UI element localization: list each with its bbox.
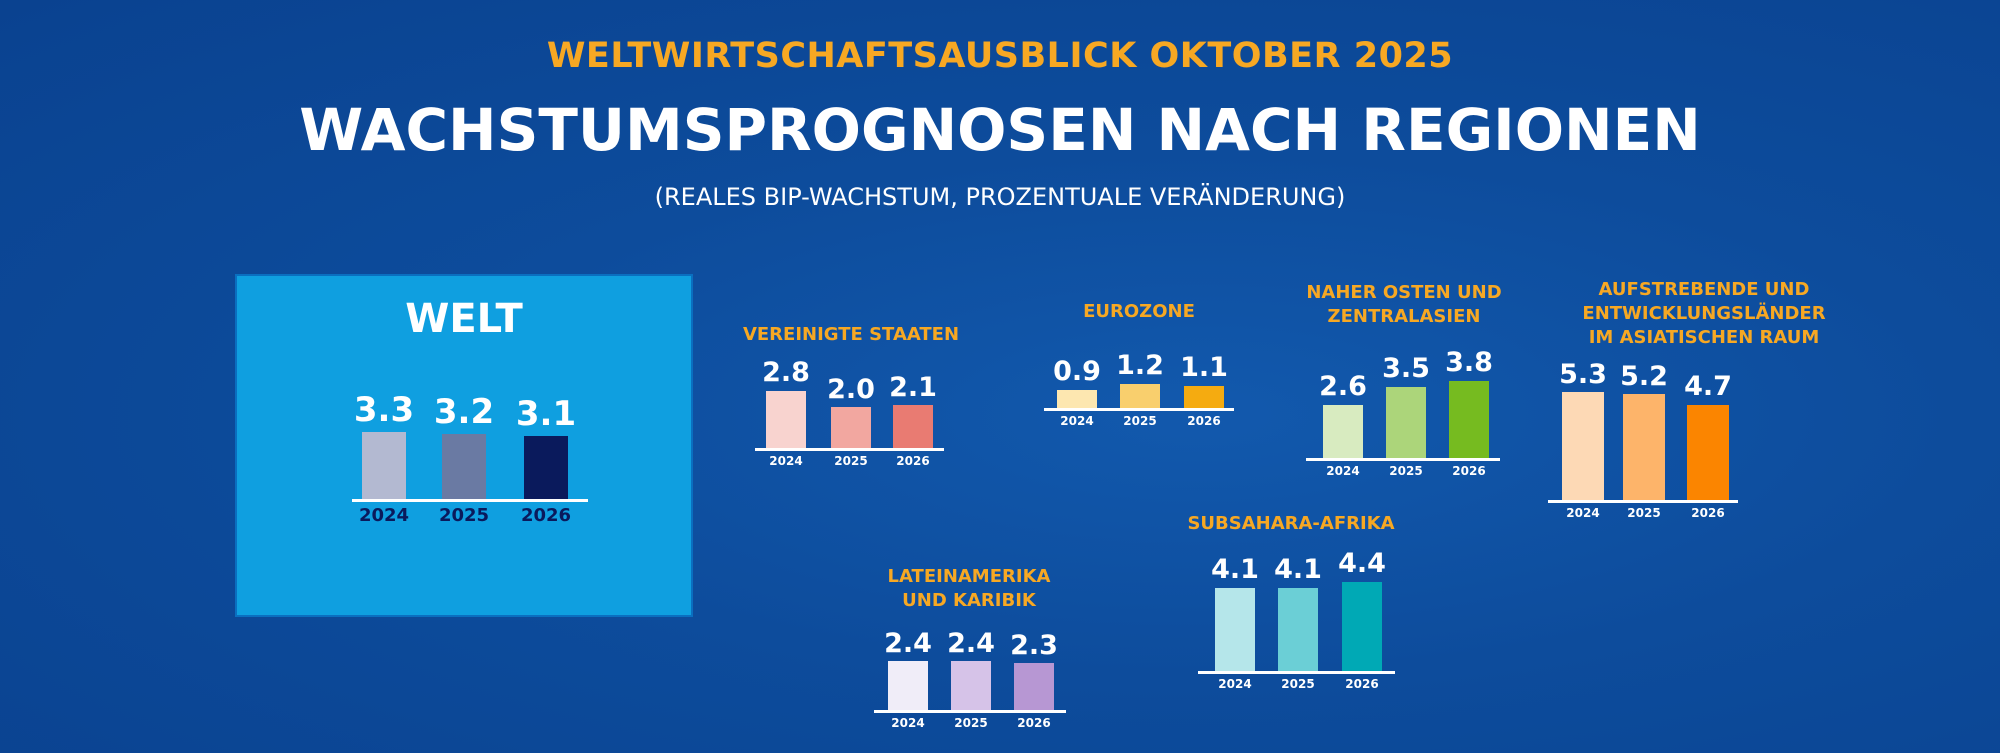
year-tick-label: 2026	[1017, 716, 1051, 730]
data-label: 2.0	[827, 373, 875, 405]
bar-2026	[524, 436, 568, 499]
data-label: 4.1	[1274, 554, 1322, 586]
chart-title: AUFSTREBENDE UND ENTWICKLUNGSLÄNDER IM A…	[1582, 279, 1826, 348]
bar-2025	[1623, 394, 1665, 500]
bar-2024	[1215, 587, 1255, 671]
data-label: 1.2	[1116, 349, 1164, 381]
year-tick-label: 2024	[358, 505, 410, 526]
year-tick-label: 2026	[520, 505, 572, 526]
year-tick-label: 2026	[1691, 506, 1725, 520]
year-tick-label: 2024	[891, 716, 925, 730]
bar-2026	[893, 405, 933, 448]
data-label: 2.8	[762, 357, 810, 389]
year-tick-label: 2025	[1123, 414, 1157, 428]
chart-axis-line	[1198, 671, 1395, 674]
chart-axis-line	[755, 448, 944, 451]
year-tick-label: 2026	[1187, 414, 1221, 428]
data-label: 1.1	[1180, 351, 1228, 383]
chart-axis-line	[874, 710, 1066, 713]
bar-2024	[766, 391, 806, 448]
year-tick-label: 2024	[1218, 677, 1252, 691]
bar-2024	[1057, 389, 1097, 408]
page-subtitle: (REALES BIP-WACHSTUM, PROZENTUALE VERÄND…	[654, 183, 1346, 211]
bar-2026	[1687, 404, 1729, 500]
bar-2025	[831, 407, 871, 448]
bar-2024	[888, 661, 928, 710]
year-tick-label: 2025	[438, 505, 490, 526]
data-label: 5.2	[1620, 360, 1668, 392]
bar-2026	[1014, 663, 1054, 710]
report-kicker: WELTWIRTSCHAFTSAUSBLICK OKTOBER 2025	[546, 36, 1454, 76]
bar-2025	[1278, 587, 1318, 671]
bar-2026	[1449, 380, 1489, 458]
data-label: 2.3	[1010, 629, 1058, 661]
data-label: 3.3	[353, 389, 415, 430]
chart-title: LATEINAMERIKA UND KARIBIK	[887, 566, 1051, 611]
data-label: 3.8	[1445, 347, 1493, 379]
chart-title: NAHER OSTEN UND ZENTRALASIEN	[1306, 282, 1502, 327]
data-label: 3.5	[1382, 353, 1430, 385]
data-label: 4.4	[1338, 547, 1386, 579]
year-tick-label: 2026	[1452, 464, 1486, 478]
data-label: 2.6	[1319, 371, 1367, 403]
year-tick-label: 2025	[954, 716, 988, 730]
bar-2026	[1342, 581, 1382, 671]
bar-2025	[951, 661, 991, 710]
bar-2024	[1323, 405, 1363, 458]
data-label: 3.2	[433, 391, 495, 432]
year-tick-label: 2025	[1389, 464, 1423, 478]
bar-2026	[1184, 385, 1224, 408]
bar-2025	[442, 434, 486, 499]
bar-2025	[1386, 386, 1426, 458]
year-tick-label: 2024	[1060, 414, 1094, 428]
year-tick-label: 2025	[1281, 677, 1315, 691]
year-tick-label: 2025	[834, 454, 868, 468]
data-label: 2.4	[884, 627, 932, 659]
chart-title: SUBSAHARA-AFRIKA	[1187, 513, 1395, 534]
data-label: 4.1	[1211, 554, 1259, 586]
data-label: 2.4	[947, 627, 995, 659]
bar-2024	[362, 432, 406, 499]
chart-axis-line	[1548, 500, 1738, 503]
chart-title: EUROZONE	[1083, 301, 1195, 322]
year-tick-label: 2026	[1345, 677, 1379, 691]
data-label: 0.9	[1053, 355, 1101, 387]
chart-axis-line	[1044, 408, 1234, 411]
page-title: WACHSTUMSPROGNOSEN NACH REGIONEN	[299, 96, 1701, 164]
data-label: 4.7	[1684, 370, 1732, 402]
data-label: 3.1	[515, 393, 577, 434]
bar-2025	[1120, 383, 1160, 408]
year-tick-label: 2026	[896, 454, 930, 468]
chart-axis-line	[1306, 458, 1500, 461]
bar-2024	[1562, 392, 1604, 500]
data-label: 2.1	[889, 371, 937, 403]
year-tick-label: 2024	[769, 454, 803, 468]
chart-title: VEREINIGTE STAATEN	[742, 324, 960, 345]
data-label: 5.3	[1559, 358, 1607, 390]
year-tick-label: 2024	[1566, 506, 1600, 520]
chart-title: WELT	[405, 296, 523, 342]
year-tick-label: 2024	[1326, 464, 1360, 478]
year-tick-label: 2025	[1627, 506, 1661, 520]
chart-axis-line	[352, 499, 588, 502]
